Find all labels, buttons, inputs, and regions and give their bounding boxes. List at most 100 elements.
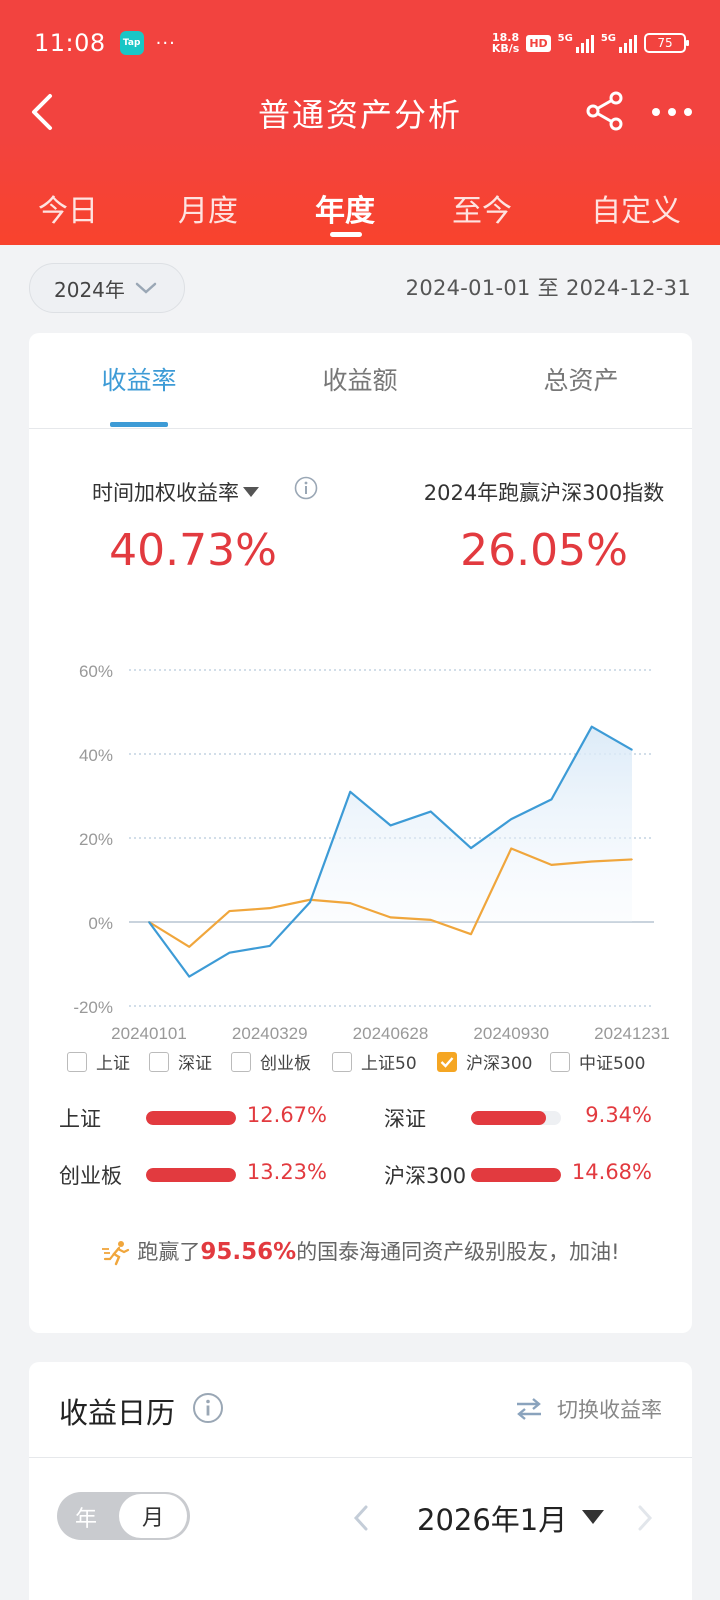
battery-icon: 75: [644, 33, 689, 53]
return-line-chart: -20% 0% 20% 40% 60% 20240101 20240329 20240628 2…: [73, 662, 670, 1043]
index-return-bar-fill: [471, 1168, 561, 1182]
twr-label[interactable]: 时间加权收益率: [92, 477, 259, 507]
info-icon[interactable]: [192, 1392, 224, 1424]
x-tick-label: 20240101: [111, 1024, 187, 1043]
index-return-bar-fill: [471, 1111, 546, 1125]
index-return-value: 14.68%: [571, 1160, 652, 1184]
app-header: 11:08 Tap ··· 18.8 KB/s HD 5G 5G 75 普通资产…: [0, 0, 720, 245]
status-more-icon: ···: [155, 32, 176, 54]
more-options-icon[interactable]: [650, 94, 694, 130]
my-return-point: [349, 791, 352, 793]
tab-total-assets[interactable]: 总资产: [543, 366, 619, 395]
legend-item[interactable]: 沪深300: [437, 1049, 532, 1074]
legend-label: 中证500: [579, 1054, 646, 1074]
year-selector[interactable]: 2024年: [29, 263, 185, 313]
index-return-value: 13.23%: [246, 1160, 327, 1184]
my-return-point: [389, 824, 392, 827]
my-return-point: [188, 975, 191, 978]
tab-year[interactable]: 年度: [315, 194, 375, 229]
tab-month[interactable]: 月度: [178, 194, 238, 229]
x-tick-label: 20241231: [594, 1024, 670, 1043]
index-return-bar: [471, 1111, 561, 1125]
hs300-point: [429, 919, 432, 921]
series-area: [310, 726, 632, 922]
hs300-point: [188, 945, 191, 948]
hs300-point: [389, 916, 392, 919]
x-tick-label: 20240628: [353, 1024, 429, 1043]
legend-label: 深证: [178, 1054, 212, 1074]
index-return-bar: [146, 1168, 236, 1182]
legend-item[interactable]: 创业板: [231, 1049, 311, 1074]
info-icon[interactable]: [294, 476, 318, 500]
period-tabs: 今日 月度 年度 至今 自定义: [0, 186, 720, 237]
tab-custom[interactable]: 自定义: [591, 194, 681, 229]
toggle-month[interactable]: 月: [119, 1494, 187, 1538]
checkbox-icon[interactable]: [149, 1051, 169, 1072]
legend-item[interactable]: 上证: [67, 1049, 130, 1074]
swap-arrows-icon: [517, 1398, 541, 1420]
index-legend: 上证 深证 创业板 上证50 沪深300 中证500: [67, 1049, 677, 1079]
hs300-point: [631, 858, 633, 861]
legend-label: 创业板: [260, 1054, 311, 1074]
my-return-point: [228, 951, 231, 954]
hd-icon: HD: [526, 34, 551, 52]
checkbox-icon[interactable]: [67, 1051, 87, 1072]
active-tab-indicator: [330, 232, 362, 237]
chevron-right-icon[interactable]: [635, 1504, 655, 1532]
hs300-point: [590, 860, 593, 863]
hs300-point: [510, 847, 513, 850]
legend-label: 上证: [96, 1054, 130, 1074]
returns-card: 收益率 收益额 总资产 时间加权收益率 2024年跑赢沪深300指数 40.73…: [29, 333, 692, 1333]
index-name: 创业板: [59, 1164, 122, 1188]
y-tick-label: -20%: [73, 998, 113, 1017]
my-return-point: [268, 945, 271, 947]
legend-item[interactable]: 中证500: [550, 1049, 645, 1074]
index-return-value: 12.67%: [246, 1103, 327, 1127]
back-arrow-icon[interactable]: [26, 92, 66, 132]
year-selector-label: 2024年: [54, 277, 125, 302]
share-icon[interactable]: [584, 90, 626, 132]
index-return-bar-fill: [146, 1168, 236, 1182]
x-tick-label: 20240930: [473, 1024, 549, 1043]
hs300-point: [550, 864, 553, 866]
y-tick-label: 60%: [79, 662, 113, 681]
checkbox-icon[interactable]: [550, 1051, 570, 1072]
checkbox-checked-icon[interactable]: [437, 1051, 457, 1072]
legend-item[interactable]: 上证50: [332, 1049, 417, 1074]
my-return-point: [429, 810, 432, 813]
tab-return-amount[interactable]: 收益额: [322, 366, 398, 395]
status-bar: 11:08 Tap ··· 18.8 KB/s HD 5G 5G 75: [34, 26, 689, 60]
metric-tab-indicator: [110, 422, 168, 427]
signal-icon-2: 5G: [601, 33, 637, 53]
year-month-toggle[interactable]: 年 月: [57, 1492, 190, 1540]
checkbox-icon[interactable]: [332, 1051, 352, 1072]
nav-bar: 普通资产分析: [0, 84, 720, 140]
calendar-title: 收益日历: [59, 1396, 176, 1430]
index-name: 沪深300: [384, 1164, 467, 1188]
status-time: 11:08: [34, 29, 106, 57]
metric-tabs: 收益率 收益额 总资产: [29, 333, 692, 429]
index-compare-row: 创业板 13.23% 沪深300 14.68%: [59, 1156, 679, 1192]
switch-rate-button[interactable]: 切换收益率: [515, 1394, 662, 1424]
beat-percent: 95.56%: [200, 1239, 297, 1265]
y-tick-label: 0%: [88, 914, 113, 933]
my-return-point: [510, 818, 513, 820]
toggle-year[interactable]: 年: [75, 1507, 98, 1532]
y-tick-label: 20%: [79, 830, 113, 849]
tab-to-date[interactable]: 至今: [452, 194, 512, 229]
checkbox-icon[interactable]: [231, 1051, 251, 1072]
chevron-left-icon[interactable]: [351, 1504, 371, 1532]
y-tick-label: 40%: [79, 746, 113, 765]
index-return-bar: [146, 1111, 236, 1125]
tab-return-rate[interactable]: 收益率: [101, 366, 177, 395]
date-range: 2024-01-01 至 2024-12-31: [405, 276, 691, 300]
legend-label: 上证50: [361, 1054, 417, 1074]
signal-icon: 5G: [558, 33, 594, 53]
legend-item[interactable]: 深证: [149, 1049, 212, 1074]
tab-today[interactable]: 今日: [38, 194, 98, 229]
beat-peers-text: 跑赢了95.56%的国泰海通同资产级别股友，加油!: [29, 1236, 692, 1266]
hs300-point: [228, 910, 231, 912]
month-dropdown-icon[interactable]: [582, 1510, 604, 1524]
my-return-point: [148, 921, 150, 923]
current-month[interactable]: 2026年1月: [417, 1503, 568, 1537]
